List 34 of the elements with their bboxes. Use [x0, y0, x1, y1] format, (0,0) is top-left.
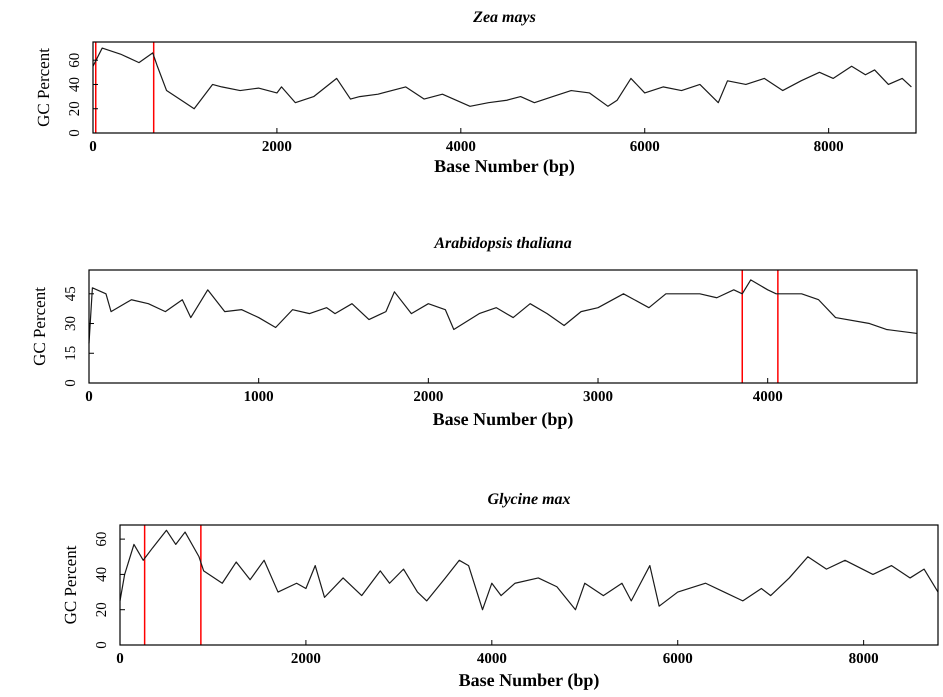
x-tick-label: 0 [116, 651, 124, 667]
y-tick-label: 45 [63, 286, 79, 302]
x-tick-label: 2000 [262, 139, 292, 155]
x-tick-label: 8000 [848, 651, 879, 667]
x-axis-title: Base Number (bp) [458, 670, 600, 690]
y-tick-label: 0 [67, 129, 83, 137]
x-tick-label: 2000 [290, 651, 321, 667]
chart-title: Glycine max [487, 491, 571, 508]
y-tick-label: 0 [63, 379, 79, 387]
x-tick-label: 4000 [446, 139, 476, 155]
y-axis-title: GC Percent [61, 545, 80, 624]
x-tick-label: 2000 [413, 389, 444, 405]
chart-title: Zea mays [472, 9, 536, 26]
y-tick-label: 20 [67, 101, 83, 116]
x-tick-label: 6000 [630, 139, 660, 155]
y-tick-label: 40 [94, 566, 110, 582]
y-axis-title: GC Percent [34, 48, 53, 127]
y-axis-title: GC Percent [30, 286, 49, 366]
y-tick-label: 15 [63, 346, 79, 361]
y-tick-label: 60 [94, 532, 110, 547]
x-tick-label: 1000 [244, 389, 274, 405]
x-tick-label: 4000 [752, 389, 783, 405]
x-tick-label: 6000 [662, 651, 693, 667]
x-axis-title: Base Number (bp) [434, 156, 575, 176]
y-tick-label: 40 [67, 76, 83, 92]
x-tick-label: 3000 [583, 389, 614, 405]
x-tick-label: 4000 [476, 651, 507, 667]
y-tick-label: 0 [94, 641, 110, 649]
y-tick-label: 30 [63, 316, 79, 332]
x-tick-label: 8000 [814, 139, 844, 155]
y-tick-label: 20 [94, 602, 110, 618]
x-axis-title: Base Number (bp) [432, 409, 574, 429]
y-tick-label: 60 [67, 52, 83, 68]
chart-title: Arabidopsis thaliana [433, 235, 572, 252]
